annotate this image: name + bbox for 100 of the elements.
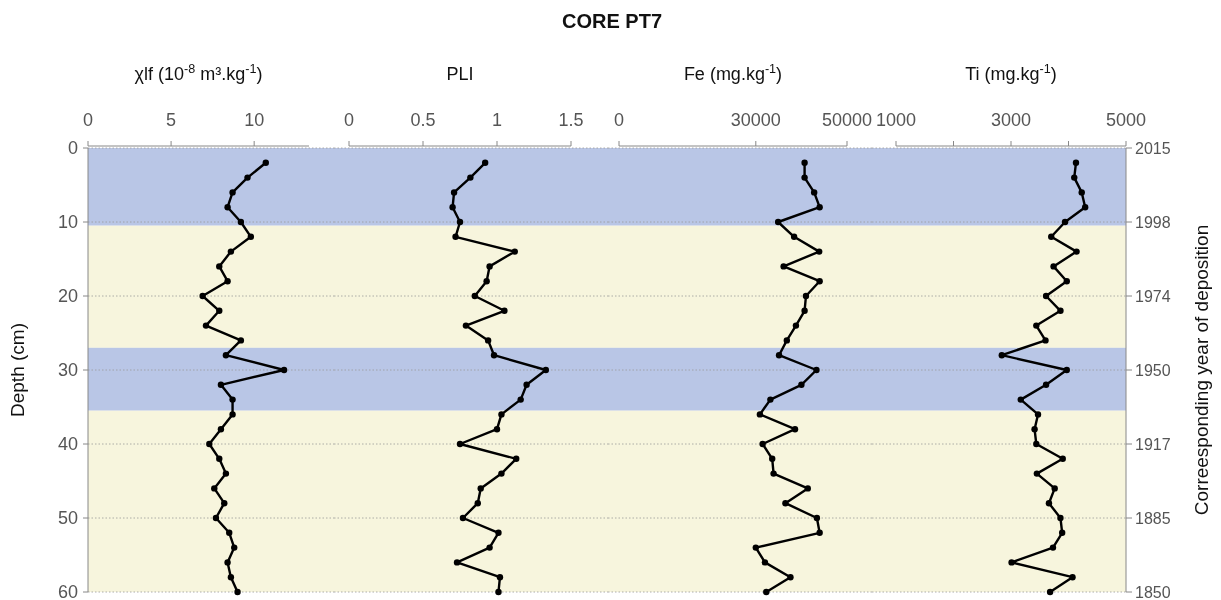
text: 1998 bbox=[1135, 213, 1171, 231]
x-tick-label: 0 bbox=[613, 110, 625, 130]
point bbox=[495, 588, 502, 596]
point bbox=[1071, 174, 1078, 181]
point bbox=[1033, 440, 1040, 448]
x-tick-label: 0 bbox=[343, 110, 355, 130]
point bbox=[511, 248, 518, 255]
point bbox=[1057, 514, 1064, 522]
point bbox=[787, 574, 794, 581]
point bbox=[1050, 263, 1057, 270]
point bbox=[775, 352, 783, 359]
point bbox=[774, 218, 782, 226]
text: 2015 bbox=[1135, 139, 1171, 157]
point bbox=[495, 529, 502, 536]
point bbox=[801, 174, 808, 181]
point bbox=[801, 307, 808, 314]
text: 1917 bbox=[1135, 435, 1171, 453]
point bbox=[1063, 278, 1070, 285]
point bbox=[477, 485, 484, 492]
point bbox=[517, 396, 524, 403]
point bbox=[484, 337, 492, 344]
point bbox=[810, 189, 818, 196]
point bbox=[791, 426, 799, 433]
point bbox=[474, 500, 481, 507]
point bbox=[501, 307, 508, 314]
point bbox=[802, 292, 810, 300]
point bbox=[1042, 337, 1049, 344]
point bbox=[813, 514, 821, 522]
point bbox=[792, 322, 800, 329]
x-axis-title: Fe (mg.kg$^{-1}$) bbox=[683, 62, 783, 84]
point bbox=[1045, 500, 1053, 507]
point bbox=[513, 455, 520, 462]
y-tick-label: 0 bbox=[67, 138, 78, 159]
point bbox=[816, 204, 823, 211]
point bbox=[449, 204, 456, 211]
y-axis-title: Depth (cm) bbox=[7, 323, 28, 417]
point bbox=[498, 411, 505, 418]
x-tick-label: 0 bbox=[82, 110, 94, 130]
point bbox=[483, 278, 490, 285]
y-tick-label: 60 bbox=[57, 582, 78, 600]
point bbox=[1042, 381, 1050, 388]
x-axis-title: Ti (mg.kg$^{-1}$) bbox=[965, 62, 1057, 84]
x-axis-title: PLI bbox=[446, 64, 474, 84]
y-tick-label: 30 bbox=[57, 360, 78, 381]
point bbox=[782, 500, 789, 507]
x-tick-label: 30000 bbox=[730, 110, 781, 130]
x-tick-label: 1000 bbox=[875, 110, 917, 130]
text: 1974 bbox=[1135, 287, 1171, 305]
point bbox=[496, 574, 504, 581]
y-tick-label: 20 bbox=[57, 286, 78, 307]
point bbox=[462, 322, 470, 329]
point bbox=[1073, 248, 1080, 255]
x-tick-label: 1 bbox=[491, 110, 503, 130]
x-tick-label: 1.5 bbox=[558, 110, 584, 130]
point bbox=[493, 426, 501, 433]
point bbox=[767, 396, 774, 403]
point bbox=[1063, 366, 1070, 374]
point bbox=[456, 218, 464, 226]
point bbox=[1051, 485, 1058, 492]
x-tick-label: 3000 bbox=[990, 110, 1032, 130]
point bbox=[783, 337, 791, 344]
point bbox=[452, 233, 459, 240]
point bbox=[804, 485, 811, 492]
point bbox=[756, 411, 764, 418]
point bbox=[1059, 455, 1066, 462]
point bbox=[467, 174, 474, 181]
point bbox=[471, 292, 478, 300]
point bbox=[481, 159, 489, 166]
point bbox=[1034, 411, 1042, 418]
point bbox=[450, 189, 458, 196]
point bbox=[456, 440, 464, 448]
point bbox=[815, 248, 823, 255]
point bbox=[1017, 396, 1024, 403]
x-tick-label: 10 bbox=[244, 110, 265, 130]
point bbox=[780, 263, 787, 270]
point bbox=[761, 559, 769, 566]
point bbox=[790, 233, 798, 240]
point bbox=[1031, 426, 1038, 433]
point bbox=[459, 514, 467, 522]
y-tick-label: 10 bbox=[57, 212, 78, 233]
point bbox=[1057, 307, 1064, 314]
y2-axis-title: Correesponding year of deposition bbox=[1191, 224, 1212, 516]
point bbox=[486, 263, 493, 270]
y-tick-label: 40 bbox=[57, 434, 78, 455]
point bbox=[1069, 574, 1076, 581]
point bbox=[1046, 588, 1054, 596]
point bbox=[1042, 292, 1050, 300]
text: 1850 bbox=[1135, 583, 1171, 600]
text: 1885 bbox=[1135, 509, 1171, 527]
point bbox=[542, 366, 550, 374]
point bbox=[486, 544, 493, 551]
point bbox=[816, 529, 823, 536]
y-tick-label: 50 bbox=[57, 508, 78, 529]
point bbox=[998, 352, 1005, 359]
point bbox=[1061, 218, 1069, 226]
point bbox=[770, 470, 777, 477]
point bbox=[1058, 529, 1066, 536]
point bbox=[498, 470, 505, 477]
x-axis-title: χlf (10$^{-8}$ m³.kg$^{-1}$) bbox=[134, 62, 263, 84]
point bbox=[1048, 233, 1055, 240]
